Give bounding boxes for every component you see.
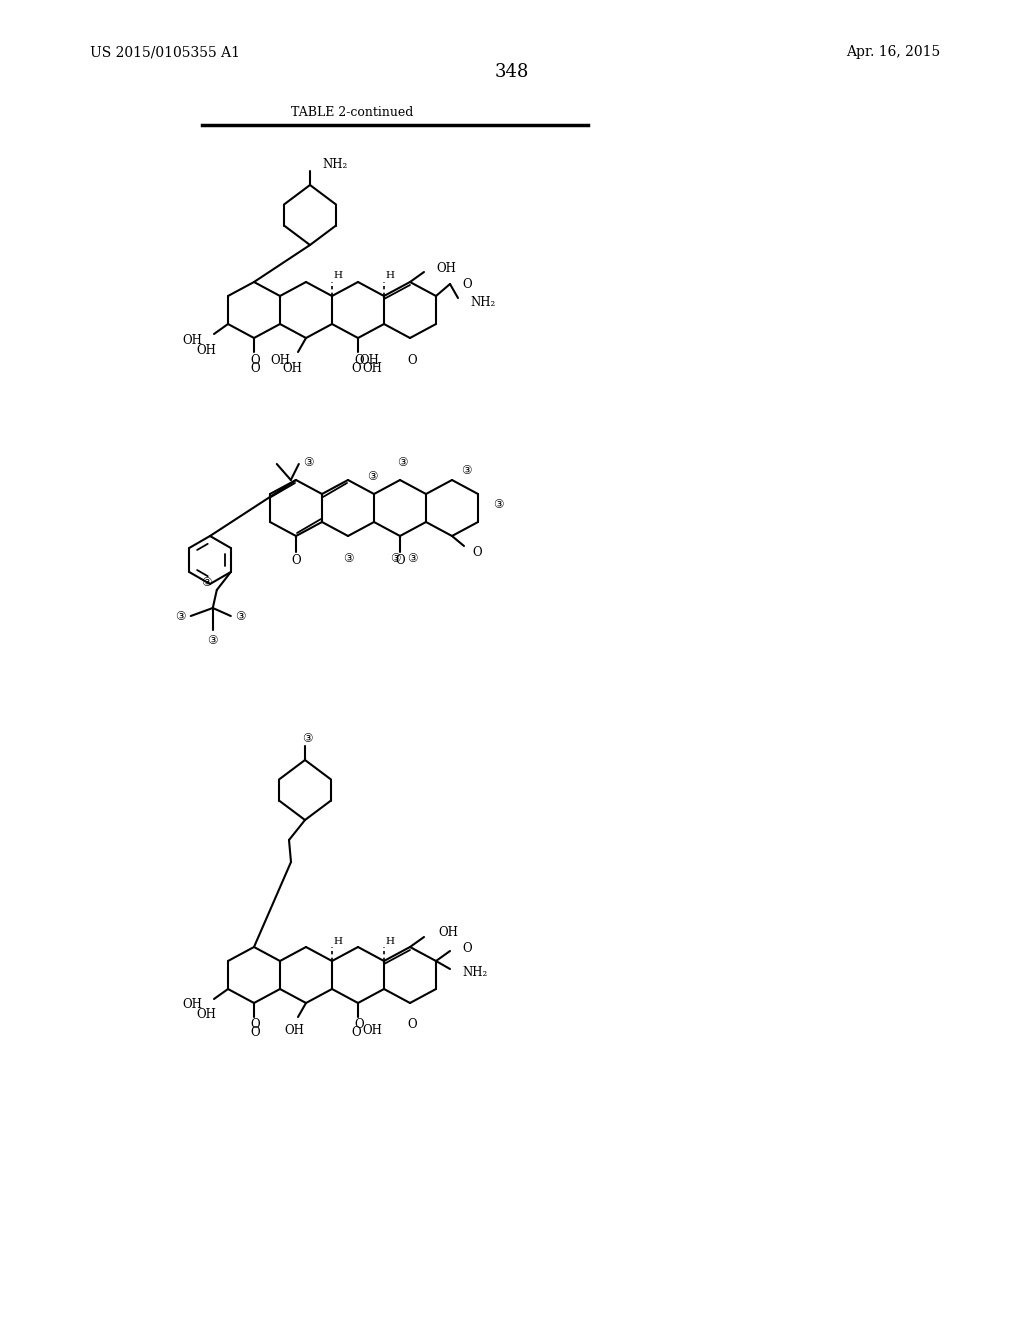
Text: H: H (333, 272, 342, 281)
Text: ③: ③ (208, 634, 218, 647)
Text: O: O (250, 1027, 260, 1040)
Text: ③: ③ (461, 463, 471, 477)
Text: OH: OH (438, 927, 458, 940)
Text: TABLE 2-continued: TABLE 2-continued (291, 107, 414, 120)
Text: OH: OH (362, 362, 382, 375)
Text: O: O (250, 362, 260, 375)
Text: OH: OH (362, 1024, 382, 1038)
Text: ③: ③ (396, 455, 408, 469)
Text: O: O (408, 1019, 417, 1031)
Text: NH₂: NH₂ (462, 966, 487, 979)
Text: O: O (291, 554, 301, 568)
Text: O: O (250, 354, 260, 367)
Text: Apr. 16, 2015: Apr. 16, 2015 (846, 45, 940, 59)
Text: NH₂: NH₂ (322, 158, 347, 172)
Text: O: O (354, 354, 364, 367)
Text: O: O (351, 362, 360, 375)
Text: OH: OH (182, 998, 202, 1011)
Text: ③: ③ (202, 576, 212, 589)
Text: H: H (333, 936, 342, 945)
Text: US 2015/0105355 A1: US 2015/0105355 A1 (90, 45, 240, 59)
Text: OH: OH (182, 334, 202, 346)
Text: ③: ③ (367, 470, 377, 483)
Text: O: O (462, 942, 472, 956)
Text: O: O (351, 1027, 360, 1040)
Text: O: O (395, 554, 404, 568)
Text: ③: ③ (236, 610, 246, 623)
Text: ③: ③ (407, 552, 417, 565)
Text: O: O (250, 1019, 260, 1031)
Text: OH: OH (436, 261, 456, 275)
Text: O: O (408, 354, 417, 367)
Text: NH₂: NH₂ (470, 296, 496, 309)
Text: H: H (385, 272, 394, 281)
Text: O: O (354, 1019, 364, 1031)
Text: O: O (472, 545, 481, 558)
Text: ③: ③ (493, 498, 503, 511)
Text: OH: OH (270, 354, 290, 367)
Text: H: H (385, 936, 394, 945)
Text: OH: OH (196, 1008, 216, 1022)
Text: OH: OH (282, 362, 302, 375)
Text: ③: ③ (175, 610, 186, 623)
Text: ③: ③ (302, 731, 312, 744)
Text: ③: ③ (390, 552, 400, 565)
Text: 348: 348 (495, 63, 529, 81)
Text: ③: ③ (303, 455, 314, 469)
Text: OH: OH (284, 1024, 304, 1038)
Text: OH: OH (196, 343, 216, 356)
Text: OH: OH (359, 354, 379, 367)
Text: O: O (462, 277, 472, 290)
Text: ③: ③ (343, 552, 353, 565)
